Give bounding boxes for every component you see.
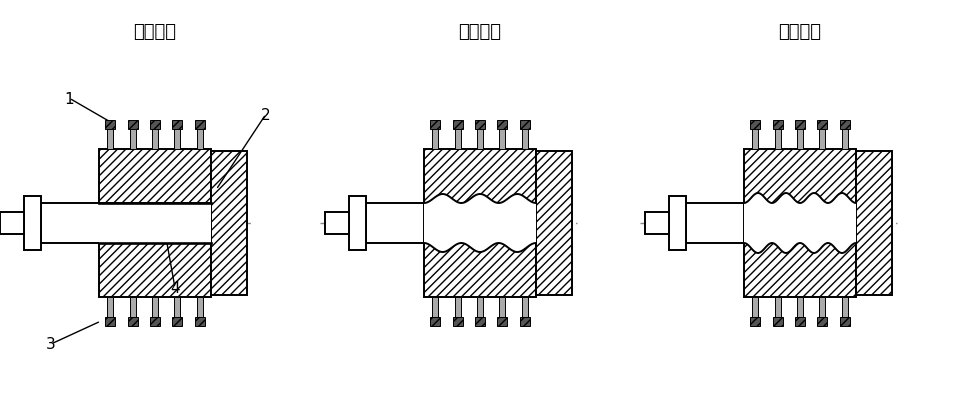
Polygon shape (797, 130, 803, 150)
FancyBboxPatch shape (325, 213, 349, 235)
FancyBboxPatch shape (424, 150, 536, 217)
Text: 4: 4 (170, 281, 180, 296)
Polygon shape (775, 130, 780, 150)
Polygon shape (519, 317, 530, 326)
Polygon shape (795, 317, 805, 326)
Polygon shape (775, 297, 780, 317)
Polygon shape (128, 317, 137, 326)
FancyBboxPatch shape (645, 213, 669, 235)
Polygon shape (750, 317, 760, 326)
Polygon shape (455, 297, 461, 317)
Polygon shape (522, 297, 528, 317)
Polygon shape (499, 297, 505, 317)
Polygon shape (744, 203, 856, 243)
Polygon shape (195, 121, 204, 130)
Polygon shape (820, 297, 826, 317)
Polygon shape (175, 297, 180, 317)
Polygon shape (128, 121, 137, 130)
Polygon shape (197, 297, 203, 317)
Text: 最终成形: 最终成形 (779, 23, 822, 41)
Polygon shape (152, 297, 158, 317)
FancyBboxPatch shape (41, 203, 211, 243)
FancyBboxPatch shape (856, 152, 892, 295)
FancyBboxPatch shape (24, 196, 41, 250)
Polygon shape (130, 130, 135, 150)
Polygon shape (475, 317, 485, 326)
Polygon shape (750, 121, 760, 130)
Polygon shape (753, 297, 758, 317)
Text: 1: 1 (64, 91, 74, 106)
Polygon shape (840, 317, 850, 326)
Polygon shape (477, 297, 483, 317)
Polygon shape (173, 121, 182, 130)
Polygon shape (152, 130, 158, 150)
Polygon shape (797, 297, 803, 317)
Polygon shape (817, 317, 828, 326)
Polygon shape (108, 130, 113, 150)
Polygon shape (499, 130, 505, 150)
FancyBboxPatch shape (686, 203, 744, 243)
FancyBboxPatch shape (669, 196, 686, 250)
Polygon shape (106, 121, 115, 130)
Polygon shape (424, 223, 536, 252)
FancyBboxPatch shape (211, 152, 247, 295)
Polygon shape (197, 130, 203, 150)
FancyBboxPatch shape (99, 229, 211, 297)
Polygon shape (195, 317, 204, 326)
Polygon shape (150, 121, 160, 130)
Polygon shape (753, 130, 758, 150)
Text: 液压胀形: 液压胀形 (459, 23, 501, 41)
Polygon shape (840, 121, 850, 130)
FancyBboxPatch shape (744, 229, 856, 297)
Polygon shape (795, 121, 805, 130)
Polygon shape (430, 317, 441, 326)
Polygon shape (744, 223, 856, 253)
Polygon shape (430, 121, 441, 130)
FancyBboxPatch shape (349, 196, 366, 250)
Polygon shape (432, 297, 438, 317)
FancyBboxPatch shape (366, 203, 424, 243)
Polygon shape (150, 317, 160, 326)
Polygon shape (452, 121, 463, 130)
FancyBboxPatch shape (0, 213, 24, 235)
Text: 管坐安装: 管坐安装 (133, 23, 177, 41)
Polygon shape (455, 130, 461, 150)
Polygon shape (106, 317, 115, 326)
FancyBboxPatch shape (536, 152, 572, 295)
Polygon shape (497, 121, 508, 130)
Polygon shape (173, 317, 182, 326)
Polygon shape (452, 317, 463, 326)
Polygon shape (842, 130, 848, 150)
FancyBboxPatch shape (99, 150, 211, 217)
Polygon shape (820, 130, 826, 150)
Polygon shape (522, 130, 528, 150)
Polygon shape (432, 130, 438, 150)
Polygon shape (497, 317, 508, 326)
Polygon shape (519, 121, 530, 130)
Polygon shape (175, 130, 180, 150)
Text: 3: 3 (46, 337, 56, 352)
Polygon shape (773, 121, 782, 130)
Polygon shape (477, 130, 483, 150)
Polygon shape (744, 194, 856, 223)
FancyBboxPatch shape (424, 229, 536, 297)
Polygon shape (773, 317, 782, 326)
FancyBboxPatch shape (744, 150, 856, 217)
FancyBboxPatch shape (99, 203, 211, 243)
Text: 2: 2 (261, 107, 271, 122)
Polygon shape (424, 203, 536, 243)
Polygon shape (817, 121, 828, 130)
Polygon shape (108, 297, 113, 317)
Polygon shape (842, 297, 848, 317)
Polygon shape (424, 194, 536, 223)
Polygon shape (475, 121, 485, 130)
Polygon shape (130, 297, 135, 317)
